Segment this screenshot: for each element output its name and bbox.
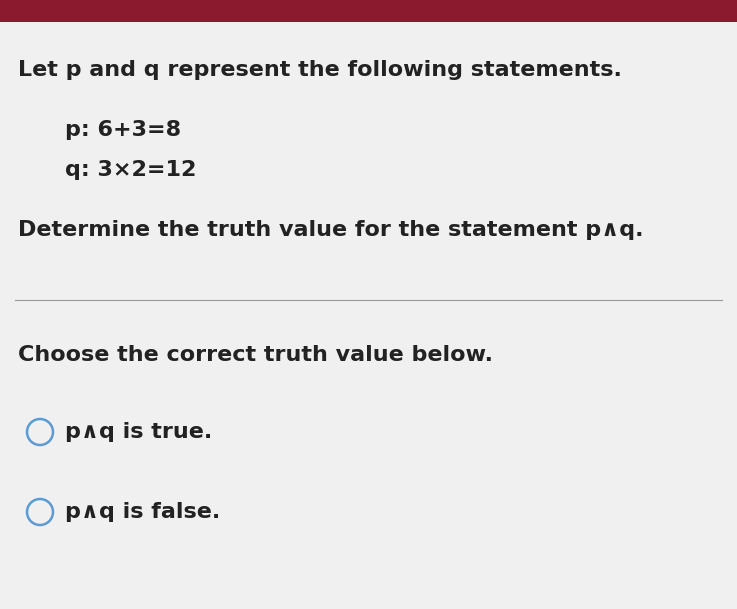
Text: Choose the correct truth value below.: Choose the correct truth value below. (18, 345, 493, 365)
Bar (0, 0, 737, 22)
Text: Determine the truth value for the statement p∧q.: Determine the truth value for the statem… (18, 220, 643, 240)
Text: Let p and q represent the following statements.: Let p and q represent the following stat… (18, 60, 622, 80)
Text: p∧q is true.: p∧q is true. (65, 422, 212, 442)
Text: p∧q is false.: p∧q is false. (65, 502, 220, 522)
Text: p: 6+3=8: p: 6+3=8 (65, 120, 181, 140)
Text: q: 3×2=12: q: 3×2=12 (65, 160, 196, 180)
